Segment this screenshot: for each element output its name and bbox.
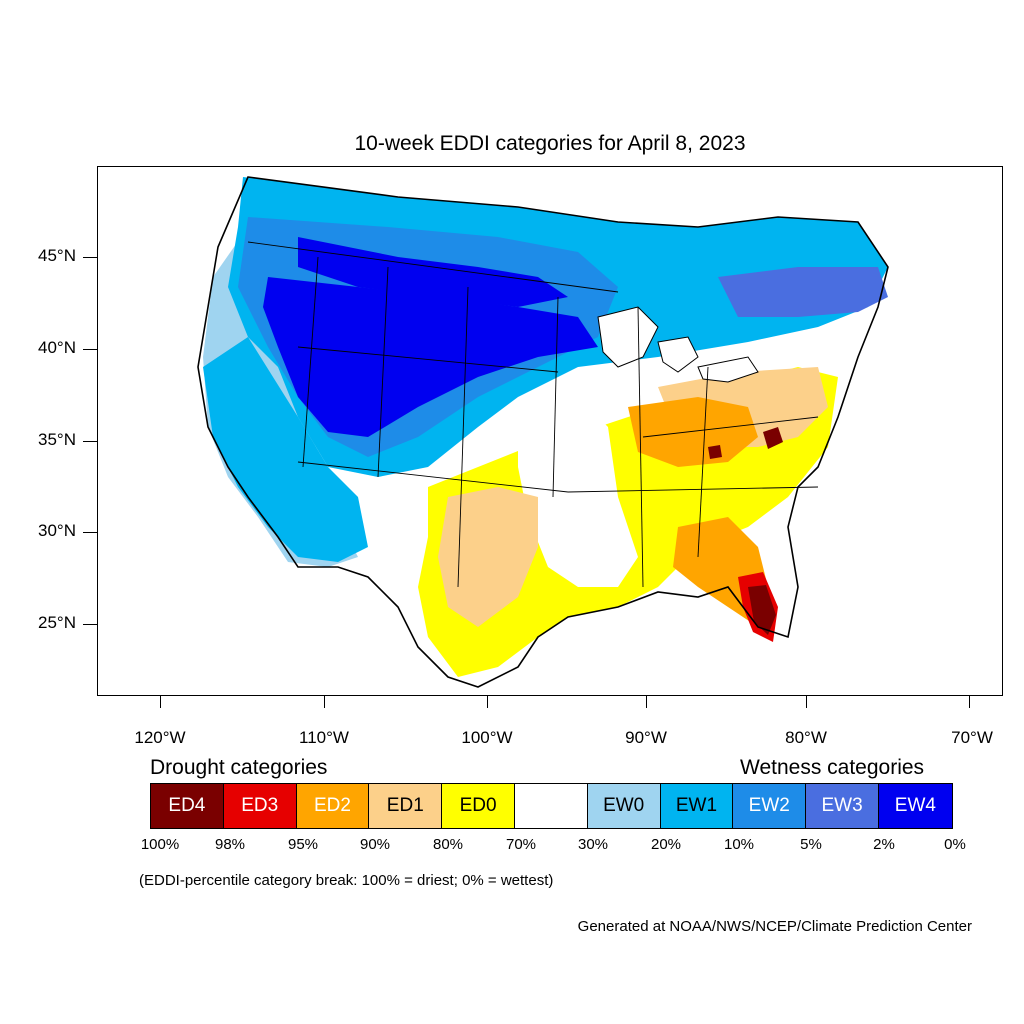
coastline — [197, 176, 889, 688]
wetness-heading: Wetness categories — [740, 756, 925, 779]
eddi-map — [97, 166, 1003, 696]
break-label: 10% — [723, 836, 755, 853]
lon-tick-110 — [324, 696, 325, 708]
legend-note: (EDDI-percentile category break: 100% = … — [139, 872, 554, 889]
lon-tick-80 — [806, 696, 807, 708]
lon-label-90: 90°W — [625, 728, 667, 747]
legend-cell-neutral — [514, 784, 588, 828]
drought-heading: Drought categories — [150, 756, 328, 779]
lon-label-100: 100°W — [461, 728, 513, 747]
break-label: 98% — [214, 836, 246, 853]
break-label: 0% — [944, 836, 966, 853]
region-ew4 — [263, 277, 598, 437]
map-title: 10-week EDDI categories for April 8, 202… — [354, 132, 746, 155]
lat-label-25: 25°N — [38, 613, 76, 632]
region-ed4-virginia — [763, 427, 783, 449]
region-ew4-north — [298, 237, 568, 307]
eddi-map-canvas — [197, 176, 889, 688]
lat-label-40: 40°N — [38, 338, 76, 357]
lat-tick-30 — [83, 532, 97, 533]
credit-line: Generated at NOAA/NWS/NCEP/Climate Predi… — [577, 918, 972, 935]
legend-cell-ew4: EW4 — [878, 784, 952, 828]
lon-tick-70 — [969, 696, 970, 708]
lat-tick-40 — [83, 349, 97, 350]
region-ed4-tennessee — [708, 445, 722, 459]
region-ed1 — [438, 487, 538, 627]
region-ew3-east — [718, 267, 888, 317]
break-label: 5% — [800, 836, 822, 853]
legend-cell-ew2: EW2 — [733, 784, 807, 828]
lat-tick-45 — [83, 257, 97, 258]
lat-tick-35 — [83, 441, 97, 442]
break-label: 80% — [432, 836, 464, 853]
lon-label-80: 80°W — [785, 728, 827, 747]
legend-cell-ed1: ED1 — [369, 784, 443, 828]
lon-tick-120 — [160, 696, 161, 708]
legend-cell-ed3: ED3 — [223, 784, 297, 828]
lon-label-70: 70°W — [951, 728, 993, 747]
legend-cell-ew3: EW3 — [806, 784, 879, 828]
break-label: 30% — [577, 836, 609, 853]
region-ed2-appalachia — [628, 397, 758, 467]
legend-color-bar: ED4 ED3 ED2 ED1 ED0 EW0 EW1 EW2 EW3 EW4 — [150, 783, 953, 829]
break-label: 70% — [505, 836, 537, 853]
legend-cell-ew0: EW0 — [587, 784, 661, 828]
lat-tick-25 — [83, 624, 97, 625]
legend-cell-ed4: ED4 — [151, 784, 224, 828]
legend-cell-ed2: ED2 — [296, 784, 370, 828]
break-label: 95% — [287, 836, 319, 853]
lat-label-45: 45°N — [38, 246, 76, 265]
break-label: 90% — [359, 836, 391, 853]
legend-cell-ed0: ED0 — [442, 784, 515, 828]
lat-label-30: 30°N — [38, 521, 76, 540]
lon-label-120: 120°W — [134, 728, 186, 747]
lat-label-35: 35°N — [38, 430, 76, 449]
region-ew1-west — [203, 337, 368, 562]
lon-tick-90 — [646, 696, 647, 708]
break-label: 100% — [140, 836, 180, 853]
legend-cell-ew1: EW1 — [660, 784, 734, 828]
break-label: 20% — [650, 836, 682, 853]
state-boundaries — [247, 241, 819, 588]
break-label: 2% — [873, 836, 895, 853]
lon-label-110: 110°W — [299, 728, 349, 747]
lon-tick-100 — [487, 696, 488, 708]
